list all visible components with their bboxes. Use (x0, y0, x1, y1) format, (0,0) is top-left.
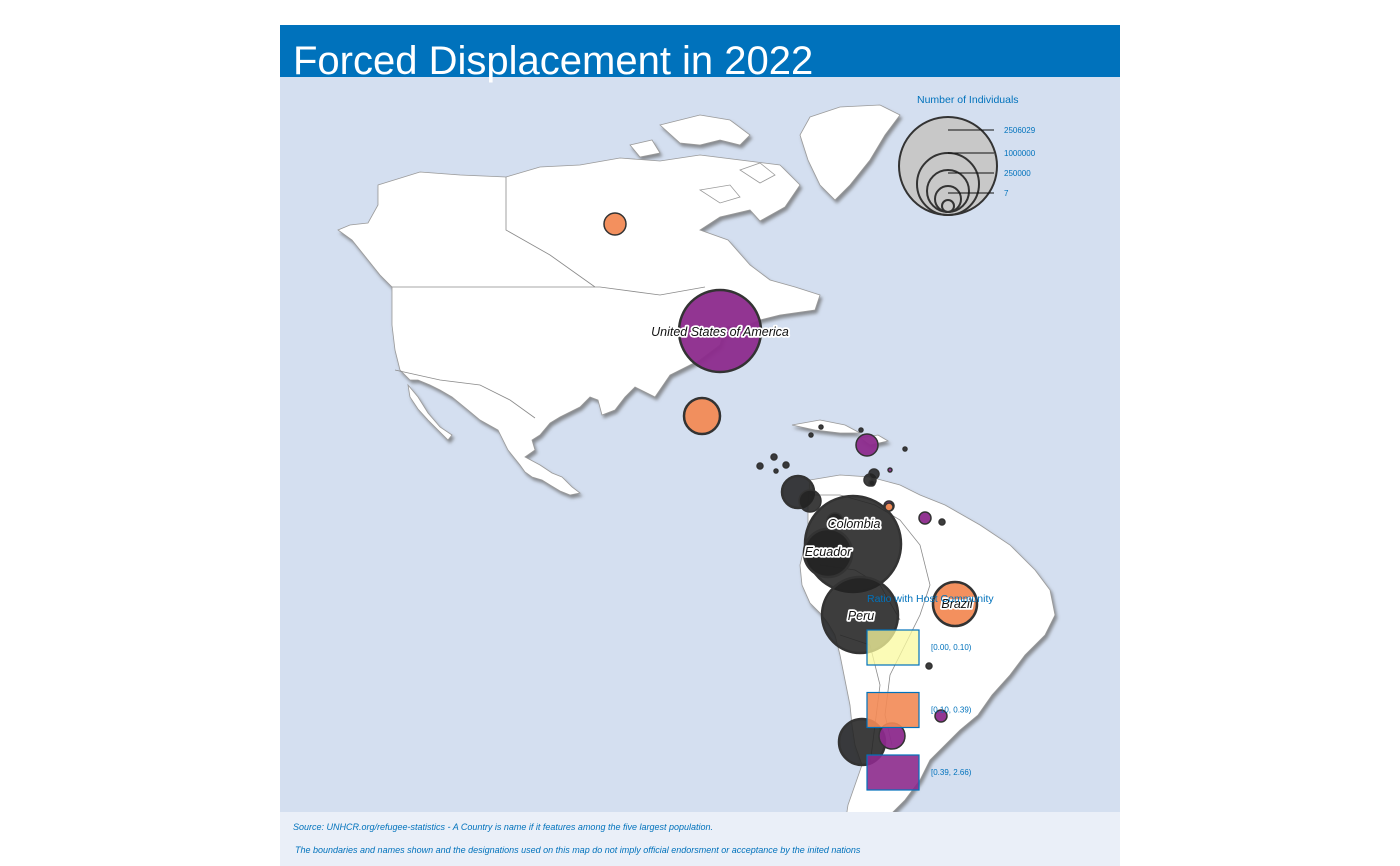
country-bubble (931, 580, 979, 628)
map-panel: United States of America Colombia Ecuador P… (280, 25, 1120, 866)
country-bubble (884, 502, 894, 512)
size-legend-label: 7 (1004, 189, 1009, 198)
color-legend-swatch (866, 629, 920, 666)
country-bubble (756, 462, 764, 470)
country-bubble (773, 468, 779, 474)
country-bubble (677, 288, 763, 374)
country-bubble (887, 467, 893, 473)
country-label-layer: United States of America Colombia Ecuador P… (649, 323, 975, 625)
country-bubble (682, 396, 722, 436)
footer: Source: UNHCR.org/refugee-statistics - A… (280, 812, 1120, 866)
country-bubble (855, 433, 879, 457)
source-note: Source: UNHCR.org/refugee-statistics - A… (293, 822, 714, 832)
color-legend-swatch (866, 754, 920, 791)
page-title: Forced Displacement in 2022 (293, 39, 814, 83)
landmass-north-america (337, 154, 821, 496)
color-legend-label: [0.00, 0.10) (931, 643, 972, 652)
country-bubble (868, 468, 880, 480)
size-legend: Number of Individuals 2506029 1000000 2500… (898, 94, 1036, 216)
landmass-cuba (791, 419, 861, 434)
disclaimer-note: The boundaries and names shown and the d… (295, 845, 861, 855)
country-bubble (782, 461, 790, 469)
color-legend-label: [0.10, 0.39) (931, 706, 972, 715)
country-bubble (868, 479, 876, 487)
size-legend-label: 2506029 (1004, 126, 1036, 135)
bubble-layer (603, 212, 979, 767)
country-label: Ecuador (805, 545, 852, 559)
country-bubble (603, 212, 627, 236)
country-bubble (925, 662, 933, 670)
country-bubble (802, 527, 854, 579)
color-legend-swatch (866, 691, 920, 729)
country-label: Colombia (828, 517, 881, 531)
size-legend-label: 250000 (1004, 169, 1031, 178)
country-bubble (798, 489, 822, 513)
country-label: Brazil (941, 597, 973, 611)
country-bubble (902, 446, 908, 452)
color-legend-title: Ratio with Host Community (867, 593, 994, 605)
country-label: United States of America (651, 325, 789, 339)
country-label: Peru (848, 609, 874, 623)
country-bubble (808, 432, 814, 438)
size-legend-title: Number of Individuals (917, 94, 1019, 106)
country-bubble (934, 709, 948, 723)
country-bubble (938, 518, 946, 526)
landmass-greenland (799, 104, 901, 201)
americas-map: United States of America Colombia Ecuador P… (337, 94, 1056, 854)
country-bubble (858, 427, 864, 433)
color-legend-label: [0.39, 2.66) (931, 768, 972, 777)
country-bubble (818, 424, 824, 430)
country-bubble (770, 453, 778, 461)
country-bubble (918, 511, 932, 525)
landmass-baja (407, 383, 453, 441)
landmass-arctic-islands (629, 114, 776, 204)
title-bar: Forced Displacement in 2022 (280, 25, 1120, 83)
size-legend-label: 1000000 (1004, 149, 1036, 158)
size-legend-circle (941, 199, 955, 213)
